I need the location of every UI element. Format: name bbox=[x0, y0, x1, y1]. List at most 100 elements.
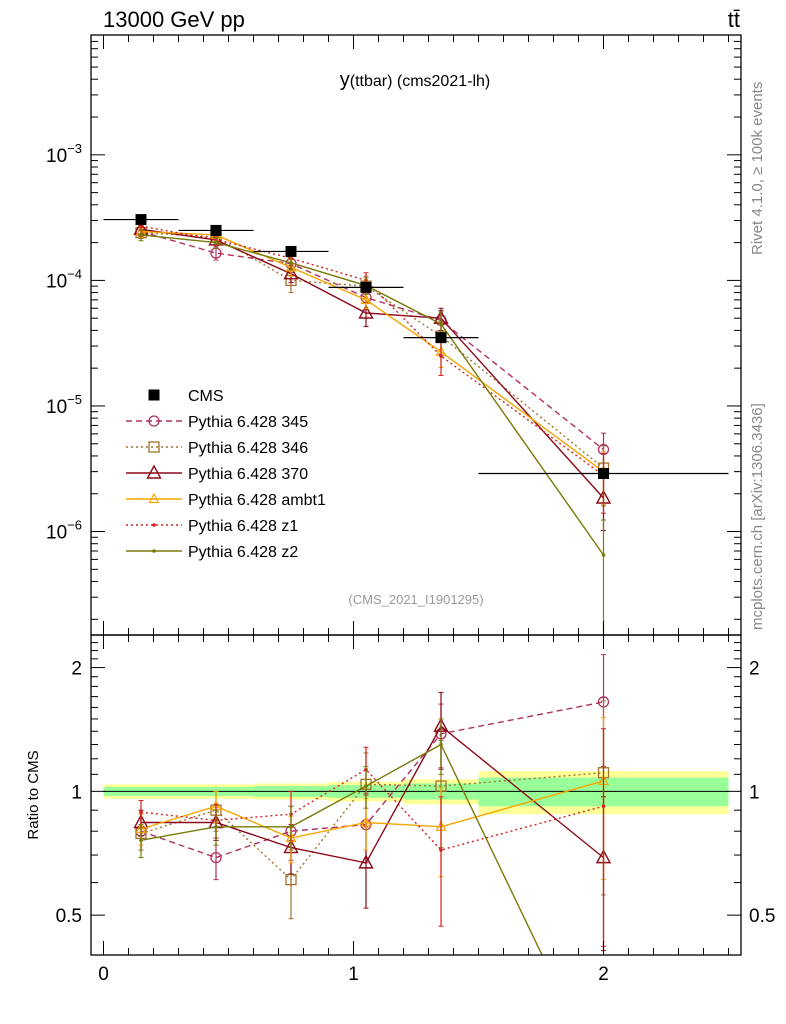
ratio-series-5 bbox=[138, 718, 543, 955]
ratio-y-tick-label-right: 1 bbox=[749, 782, 760, 803]
series-line bbox=[140, 230, 604, 451]
legend: CMS Pythia 6.428 345 Pythia 6.428 346 Pythi… bbox=[126, 388, 326, 561]
ratio-point bbox=[601, 804, 606, 809]
ratio-y-tick-label-left: 1 bbox=[71, 782, 82, 803]
legend-label: Pythia 6.428 z2 bbox=[188, 544, 298, 561]
ratio-y-tick-label-left: 2 bbox=[71, 659, 82, 680]
header-right: tt̄ bbox=[728, 7, 740, 32]
series-line bbox=[140, 230, 604, 473]
legend-marker bbox=[148, 492, 160, 504]
legend-cms-marker bbox=[148, 389, 160, 401]
ratio-series-line bbox=[140, 768, 604, 851]
series-3 bbox=[135, 225, 609, 505]
ratio-series-line bbox=[140, 772, 604, 881]
ratio-plot-panel: 0.5 0.5 1 1 2 2 0 1 2 Ratio to CMS bbox=[25, 634, 775, 985]
series-point bbox=[601, 553, 606, 557]
y-tick-label-exponent: −4 bbox=[67, 266, 82, 281]
cms-point bbox=[285, 245, 297, 257]
analysis-watermark: (CMS_2021_I1901295) bbox=[348, 592, 483, 607]
x-tick-label: 0 bbox=[98, 964, 109, 985]
plot-title-rest: (ttbar) (cms2021-lh) bbox=[350, 73, 490, 90]
legend-marker bbox=[148, 415, 160, 427]
ratio-point bbox=[360, 816, 372, 827]
rivet-label: Rivet 4.1.0, ≥ 100k events bbox=[749, 82, 766, 255]
y-tick-label-base: 10 bbox=[46, 397, 67, 418]
main-plot-panel: 10−310−410−510−6 y(ttbar) (cms2021-lh) (… bbox=[46, 34, 742, 636]
series-line bbox=[140, 234, 605, 556]
ratio-y-tick-label-left: 0.5 bbox=[56, 906, 82, 927]
ratio-series-line bbox=[140, 743, 543, 955]
ratio-series-0 bbox=[135, 654, 610, 881]
ratio-y-tick-label-right: 0.5 bbox=[749, 906, 775, 927]
ratio-point bbox=[358, 854, 374, 869]
series-point bbox=[358, 304, 374, 319]
series-2 bbox=[133, 220, 612, 532]
series-0 bbox=[135, 224, 610, 474]
ratio-point bbox=[285, 873, 297, 886]
ratio-y-label: Ratio to CMS bbox=[25, 750, 42, 839]
ratio-point bbox=[214, 824, 218, 829]
ratio-series-line bbox=[140, 780, 604, 839]
series-point bbox=[139, 233, 143, 237]
legend-label: Pythia 6.428 370 bbox=[188, 466, 308, 483]
series-line bbox=[140, 228, 605, 499]
ratio-series-line bbox=[141, 725, 604, 864]
y-tick-label-base: 10 bbox=[46, 146, 67, 167]
legend-label: Pythia 6.428 345 bbox=[188, 414, 308, 431]
main-y-axis: 10−310−410−510−6 bbox=[46, 35, 741, 635]
ratio-axes: 0.5 0.5 1 1 2 2 0 1 2 bbox=[56, 634, 775, 985]
series-point bbox=[285, 261, 297, 272]
series-line bbox=[140, 231, 604, 469]
legend-marker bbox=[146, 464, 162, 479]
series-point bbox=[283, 265, 299, 280]
y-tick-label-exponent: −5 bbox=[67, 392, 82, 407]
y-tick-label-exponent: −6 bbox=[67, 518, 82, 533]
cms-data bbox=[103, 214, 729, 479]
y-tick-label: 10−3 bbox=[46, 141, 82, 167]
series-point bbox=[439, 322, 443, 326]
series-line bbox=[140, 225, 604, 476]
legend-entry: Pythia 6.428 345 bbox=[126, 414, 308, 431]
x-tick-label: 2 bbox=[598, 964, 609, 985]
ratio-point bbox=[139, 810, 143, 814]
legend-marker bbox=[152, 523, 156, 527]
y-tick-label: 10−5 bbox=[46, 392, 82, 418]
y-tick-label: 10−4 bbox=[46, 266, 82, 292]
series-point bbox=[214, 240, 218, 245]
cms-point bbox=[598, 467, 609, 479]
legend-entry: Pythia 6.428 346 bbox=[126, 440, 308, 457]
ratio-point bbox=[364, 784, 368, 788]
legend-label: CMS bbox=[188, 388, 224, 405]
series-1 bbox=[135, 226, 610, 507]
legend-entry: CMS bbox=[148, 388, 224, 405]
legend-entry: Pythia 6.428 ambt1 bbox=[126, 492, 326, 509]
series-point bbox=[289, 261, 293, 265]
ratio-point bbox=[210, 851, 222, 864]
legend-entry: Pythia 6.428 370 bbox=[126, 464, 308, 483]
cms-point bbox=[360, 281, 372, 293]
ratio-point bbox=[439, 742, 443, 747]
ratio-plot-frame bbox=[90, 634, 742, 956]
ratio-series-2 bbox=[133, 691, 612, 952]
series-5 bbox=[138, 229, 606, 635]
y-tick-label-base: 10 bbox=[46, 271, 67, 292]
y-tick-label-exponent: −3 bbox=[67, 141, 82, 156]
ratio-point bbox=[139, 838, 143, 843]
mcplots-label: mcplots.cern.ch [arXiv:1306.3436] bbox=[749, 403, 766, 630]
y-tick-label: 10−6 bbox=[46, 518, 82, 544]
series-point bbox=[360, 293, 372, 304]
y-tick-label-base: 10 bbox=[46, 523, 67, 544]
ratio-point bbox=[289, 824, 293, 829]
x-tick-label: 1 bbox=[348, 964, 359, 985]
ratio-y-tick-label-right: 2 bbox=[749, 659, 760, 680]
cms-point bbox=[135, 214, 147, 226]
legend-marker bbox=[152, 549, 156, 553]
legend-label: Pythia 6.428 346 bbox=[188, 440, 308, 457]
legend-label: Pythia 6.428 ambt1 bbox=[188, 492, 326, 509]
ratio-plot-data bbox=[103, 654, 729, 955]
header-left: 13000 GeV pp bbox=[103, 7, 245, 32]
series-point bbox=[139, 224, 143, 229]
plot-title: y(ttbar) (cms2021-lh) bbox=[340, 69, 490, 91]
main-plot-data bbox=[103, 214, 729, 635]
